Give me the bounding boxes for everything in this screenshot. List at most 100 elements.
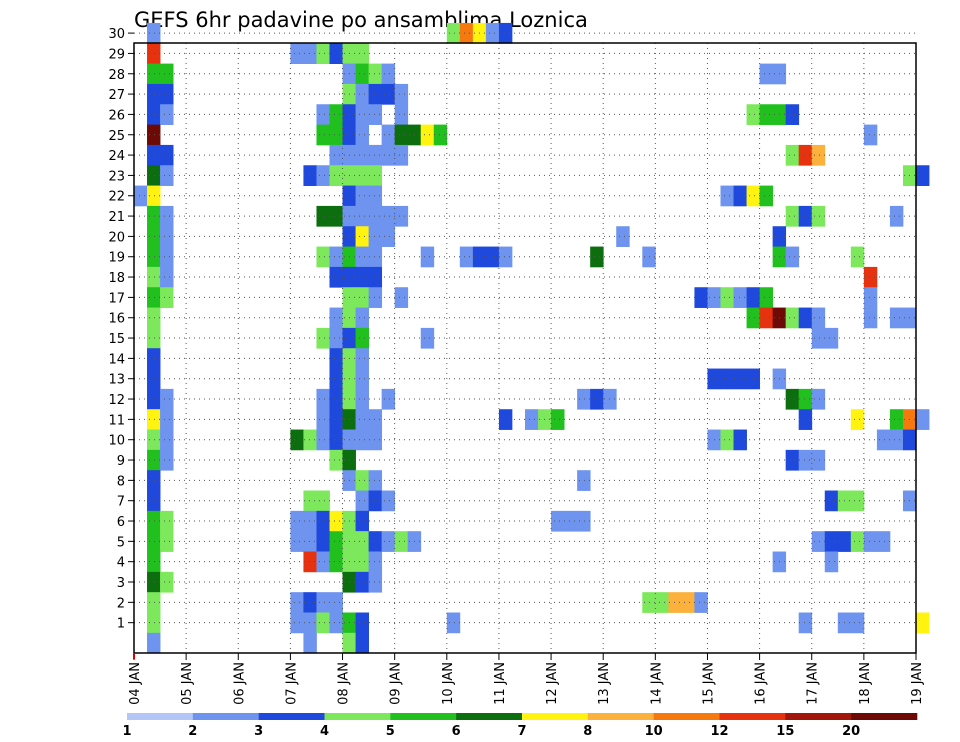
x-tick-label: 11 JAN: [493, 662, 508, 705]
heatmap-cell: [525, 409, 539, 430]
x-tick-label: 13 JAN: [597, 662, 612, 705]
heatmap-cell: [720, 368, 734, 390]
heatmap-cell: [329, 327, 343, 349]
heatmap-cell: [290, 429, 304, 451]
colorbar-segment: [587, 713, 654, 720]
y-tick-label: 5: [117, 535, 125, 550]
heatmap-cell: [720, 185, 734, 207]
heatmap-cell: [316, 429, 330, 451]
x-tick-label: 06 JAN: [232, 662, 247, 705]
heatmap-cell: [394, 104, 409, 125]
heatmap-cell: [316, 592, 330, 613]
heatmap-cell: [329, 124, 343, 146]
colorbar-label: 4: [320, 724, 329, 739]
heatmap-cell: [798, 449, 813, 471]
heatmap-cell: [303, 612, 317, 634]
heatmap-cell: [290, 592, 304, 613]
colorbar-segment: [390, 713, 457, 720]
heatmap-cell: [498, 22, 513, 44]
heatmap-cell: [394, 83, 409, 105]
heatmap-cell: [785, 104, 800, 125]
heatmap-cell: [355, 246, 369, 268]
heatmap-cell: [147, 205, 161, 227]
colorbar-segment: [785, 713, 852, 720]
y-tick-label: 10: [108, 434, 125, 449]
heatmap-cell: [759, 185, 774, 207]
heatmap-cell: [355, 368, 369, 390]
y-tick-label: 4: [117, 556, 125, 571]
heatmap-cell: [355, 266, 369, 288]
colorbar-label: 5: [386, 724, 395, 739]
heatmap-cell: [355, 43, 369, 64]
y-tick-label: 8: [117, 474, 125, 489]
heatmap-cell: [785, 144, 800, 166]
heatmap-cell: [368, 185, 383, 207]
heatmap-cell: [381, 531, 396, 552]
y-tick-label: 29: [108, 47, 125, 62]
y-tick-label: 13: [108, 373, 125, 388]
x-tick-label: 16 JAN: [754, 662, 769, 705]
heatmap-cell: [381, 490, 396, 512]
heatmap-cell: [147, 266, 161, 288]
heatmap-cell: [329, 612, 343, 634]
heatmap-cell: [811, 449, 826, 471]
heatmap-cell: [381, 124, 396, 146]
cells-layer: [134, 22, 930, 654]
heatmap-cell: [863, 124, 878, 146]
heatmap-cell: [368, 165, 383, 186]
y-tick-label: 20: [108, 230, 125, 245]
heatmap-cell: [147, 571, 161, 593]
x-tick-label: 08 JAN: [337, 662, 352, 705]
heatmap-cell: [316, 205, 330, 227]
heatmap-cell: [824, 490, 839, 512]
colorbar-label: 10: [645, 724, 663, 739]
heatmap-cell: [355, 388, 369, 410]
heatmap-cell: [316, 409, 330, 430]
heatmap-cell: [368, 266, 383, 288]
colorbar-label: 2: [188, 724, 197, 739]
heatmap-cell: [303, 429, 317, 451]
heatmap-cell: [577, 388, 591, 410]
heatmap-cell: [147, 632, 161, 654]
heatmap-cell: [759, 63, 774, 85]
heatmap-cell: [316, 165, 330, 186]
colorbar-label: 15: [776, 724, 794, 739]
heatmap-cell: [746, 307, 760, 329]
heatmap-cell: [147, 510, 161, 532]
heatmap-cell: [381, 388, 396, 410]
heatmap-cell: [147, 83, 161, 105]
heatmap-cell: [798, 205, 813, 227]
heatmap-cell: [733, 429, 747, 451]
heatmap-cell: [329, 104, 343, 125]
plot-frame: [133, 42, 917, 654]
y-tick-label: 9: [117, 454, 125, 469]
y-tick-label: 1: [117, 617, 125, 632]
chart-title: GEFS 6hr padavine po ansamblima Loznica: [134, 8, 588, 32]
y-tick-label: 11: [108, 413, 125, 428]
colorbar-segment: [653, 713, 720, 720]
heatmap-cell: [368, 531, 383, 552]
heatmap-cell: [147, 144, 161, 166]
heatmap-cell: [147, 307, 161, 329]
heatmap-cell: [785, 246, 800, 268]
heatmap-cell: [147, 409, 161, 430]
heatmap-cell: [798, 388, 813, 410]
heatmap-cell: [798, 409, 813, 430]
heatmap-cell: [668, 592, 682, 613]
y-tick-label: 3: [117, 576, 125, 591]
colorbar: 1 2 3 4 5 6 7 8 10 12 15 20: [122, 713, 918, 739]
heatmap-cell: [824, 327, 839, 349]
heatmap-cell: [564, 510, 578, 532]
heatmap-cell: [368, 205, 383, 227]
heatmap-cell: [746, 185, 760, 207]
heatmap-cell: [785, 205, 800, 227]
heatmap-cell: [160, 429, 174, 451]
heatmap-cell: [420, 246, 435, 268]
heatmap-cell: [355, 165, 369, 186]
colorbar-label: 8: [583, 724, 592, 739]
heatmap-cell: [316, 43, 330, 64]
heatmap-cell: [355, 185, 369, 207]
heatmap-cell: [160, 205, 174, 227]
heatmap-cell: [303, 531, 317, 552]
